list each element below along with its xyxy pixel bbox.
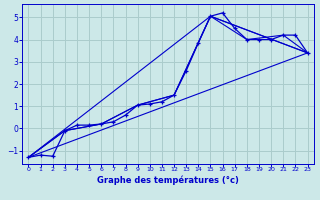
- X-axis label: Graphe des températures (°c): Graphe des températures (°c): [97, 175, 239, 185]
